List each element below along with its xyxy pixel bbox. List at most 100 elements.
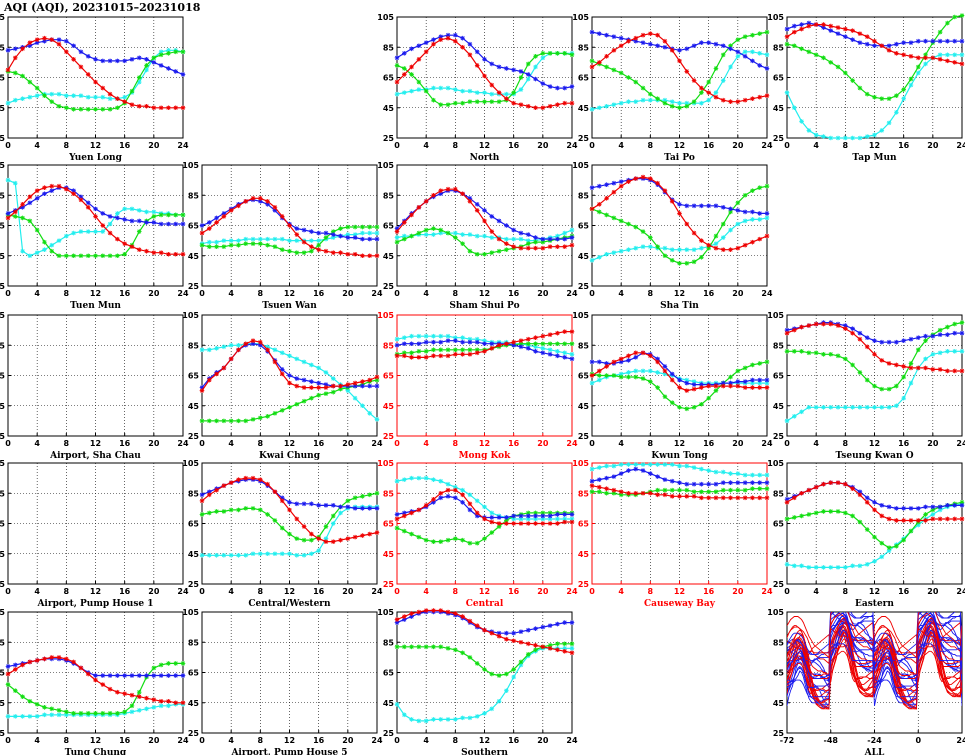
data-point-cyan — [243, 236, 249, 242]
data-point-green — [713, 233, 719, 239]
data-point-cyan — [633, 99, 639, 104]
data-point-green — [791, 43, 797, 49]
data-point-cyan — [618, 100, 624, 106]
data-point-cyan — [886, 548, 892, 554]
data-point-green — [791, 515, 797, 520]
data-point-blue — [489, 61, 495, 67]
data-point-green — [474, 540, 480, 546]
data-point-blue — [945, 503, 950, 508]
data-point-blue — [489, 341, 495, 347]
data-point-red — [850, 486, 855, 492]
data-point-green — [250, 506, 256, 511]
data-point-cyan — [460, 715, 465, 721]
data-point-cyan — [901, 395, 906, 401]
data-point-blue — [791, 23, 797, 29]
data-point-cyan — [843, 135, 848, 141]
data-point-cyan — [596, 105, 602, 111]
y-tick-label: 25 — [188, 729, 200, 738]
data-point-blue — [540, 81, 546, 86]
data-point-green — [784, 516, 790, 522]
data-point-red — [908, 518, 914, 523]
data-point-green — [872, 94, 877, 100]
x-tick-label: 4 — [618, 141, 624, 150]
data-point-cyan — [713, 241, 719, 246]
data-point-red — [345, 536, 351, 541]
data-point-green — [316, 242, 321, 248]
data-point-blue — [901, 338, 906, 344]
data-point-blue — [843, 34, 848, 39]
data-point-green — [857, 85, 863, 91]
data-point-cyan — [894, 109, 899, 115]
x-tick-label: 4 — [423, 439, 429, 448]
data-point-cyan — [540, 55, 546, 61]
data-point-green — [633, 224, 639, 230]
data-point-cyan — [511, 674, 516, 680]
data-point-red — [107, 230, 113, 236]
data-point-red — [735, 99, 741, 104]
data-point-red — [272, 359, 278, 365]
data-point-green — [258, 507, 263, 513]
data-point-red — [901, 364, 906, 369]
data-point-green — [431, 347, 436, 353]
data-point-red — [828, 321, 834, 327]
data-point-green — [158, 662, 164, 668]
data-point-green — [525, 652, 531, 657]
data-point-green — [309, 248, 314, 254]
data-point-cyan — [518, 87, 524, 92]
data-point-blue — [618, 35, 624, 41]
data-point-cyan — [221, 238, 227, 243]
data-point-red — [879, 43, 885, 49]
data-point-blue — [784, 327, 790, 333]
x-tick-label: 16 — [119, 289, 131, 298]
data-point-blue — [764, 480, 770, 485]
data-point-green — [648, 379, 653, 384]
x-tick-label: 24 — [761, 141, 773, 150]
data-point-green — [265, 512, 270, 517]
data-point-green — [618, 70, 624, 76]
data-point-cyan — [467, 232, 473, 237]
data-point-green — [151, 55, 157, 61]
data-point-red — [20, 202, 25, 207]
series-red — [5, 35, 186, 111]
data-point-green — [864, 91, 870, 97]
data-point-blue — [474, 49, 480, 55]
y-tick-label: 25 — [773, 432, 785, 441]
data-point-green — [352, 495, 358, 501]
data-point-red — [166, 105, 171, 111]
y-tick-label: 45 — [773, 402, 785, 411]
data-point-green — [100, 106, 106, 112]
data-point-red — [596, 202, 602, 207]
data-point-blue — [394, 512, 400, 517]
y-tick-label: 65 — [0, 669, 5, 678]
data-point-cyan — [27, 714, 33, 719]
data-point-cyan — [144, 706, 149, 712]
data-point-red — [604, 54, 609, 59]
data-point-green — [648, 235, 653, 240]
data-point-blue — [496, 64, 502, 70]
data-point-red — [12, 209, 18, 215]
data-point-cyan — [107, 221, 113, 227]
data-point-blue — [345, 504, 351, 510]
data-point-cyan — [71, 93, 76, 98]
data-point-cyan — [460, 335, 465, 340]
data-point-red — [474, 208, 480, 213]
data-point-blue — [879, 339, 885, 345]
data-point-cyan — [511, 516, 516, 522]
data-point-red — [662, 368, 668, 374]
data-point-green — [843, 70, 848, 76]
data-point-red — [626, 38, 631, 44]
data-point-blue — [401, 341, 407, 347]
data-point-cyan — [71, 230, 76, 236]
data-point-blue — [20, 205, 25, 210]
data-point-cyan — [879, 404, 885, 410]
x-tick-label: 12 — [869, 439, 880, 448]
data-point-cyan — [416, 333, 422, 339]
data-point-red — [525, 103, 531, 109]
data-point-blue — [460, 500, 465, 505]
data-point-red — [525, 641, 531, 647]
x-tick-label: 4 — [423, 289, 429, 298]
data-point-red — [374, 374, 380, 380]
y-tick-label: 85 — [578, 341, 590, 350]
data-point-blue — [352, 383, 358, 389]
